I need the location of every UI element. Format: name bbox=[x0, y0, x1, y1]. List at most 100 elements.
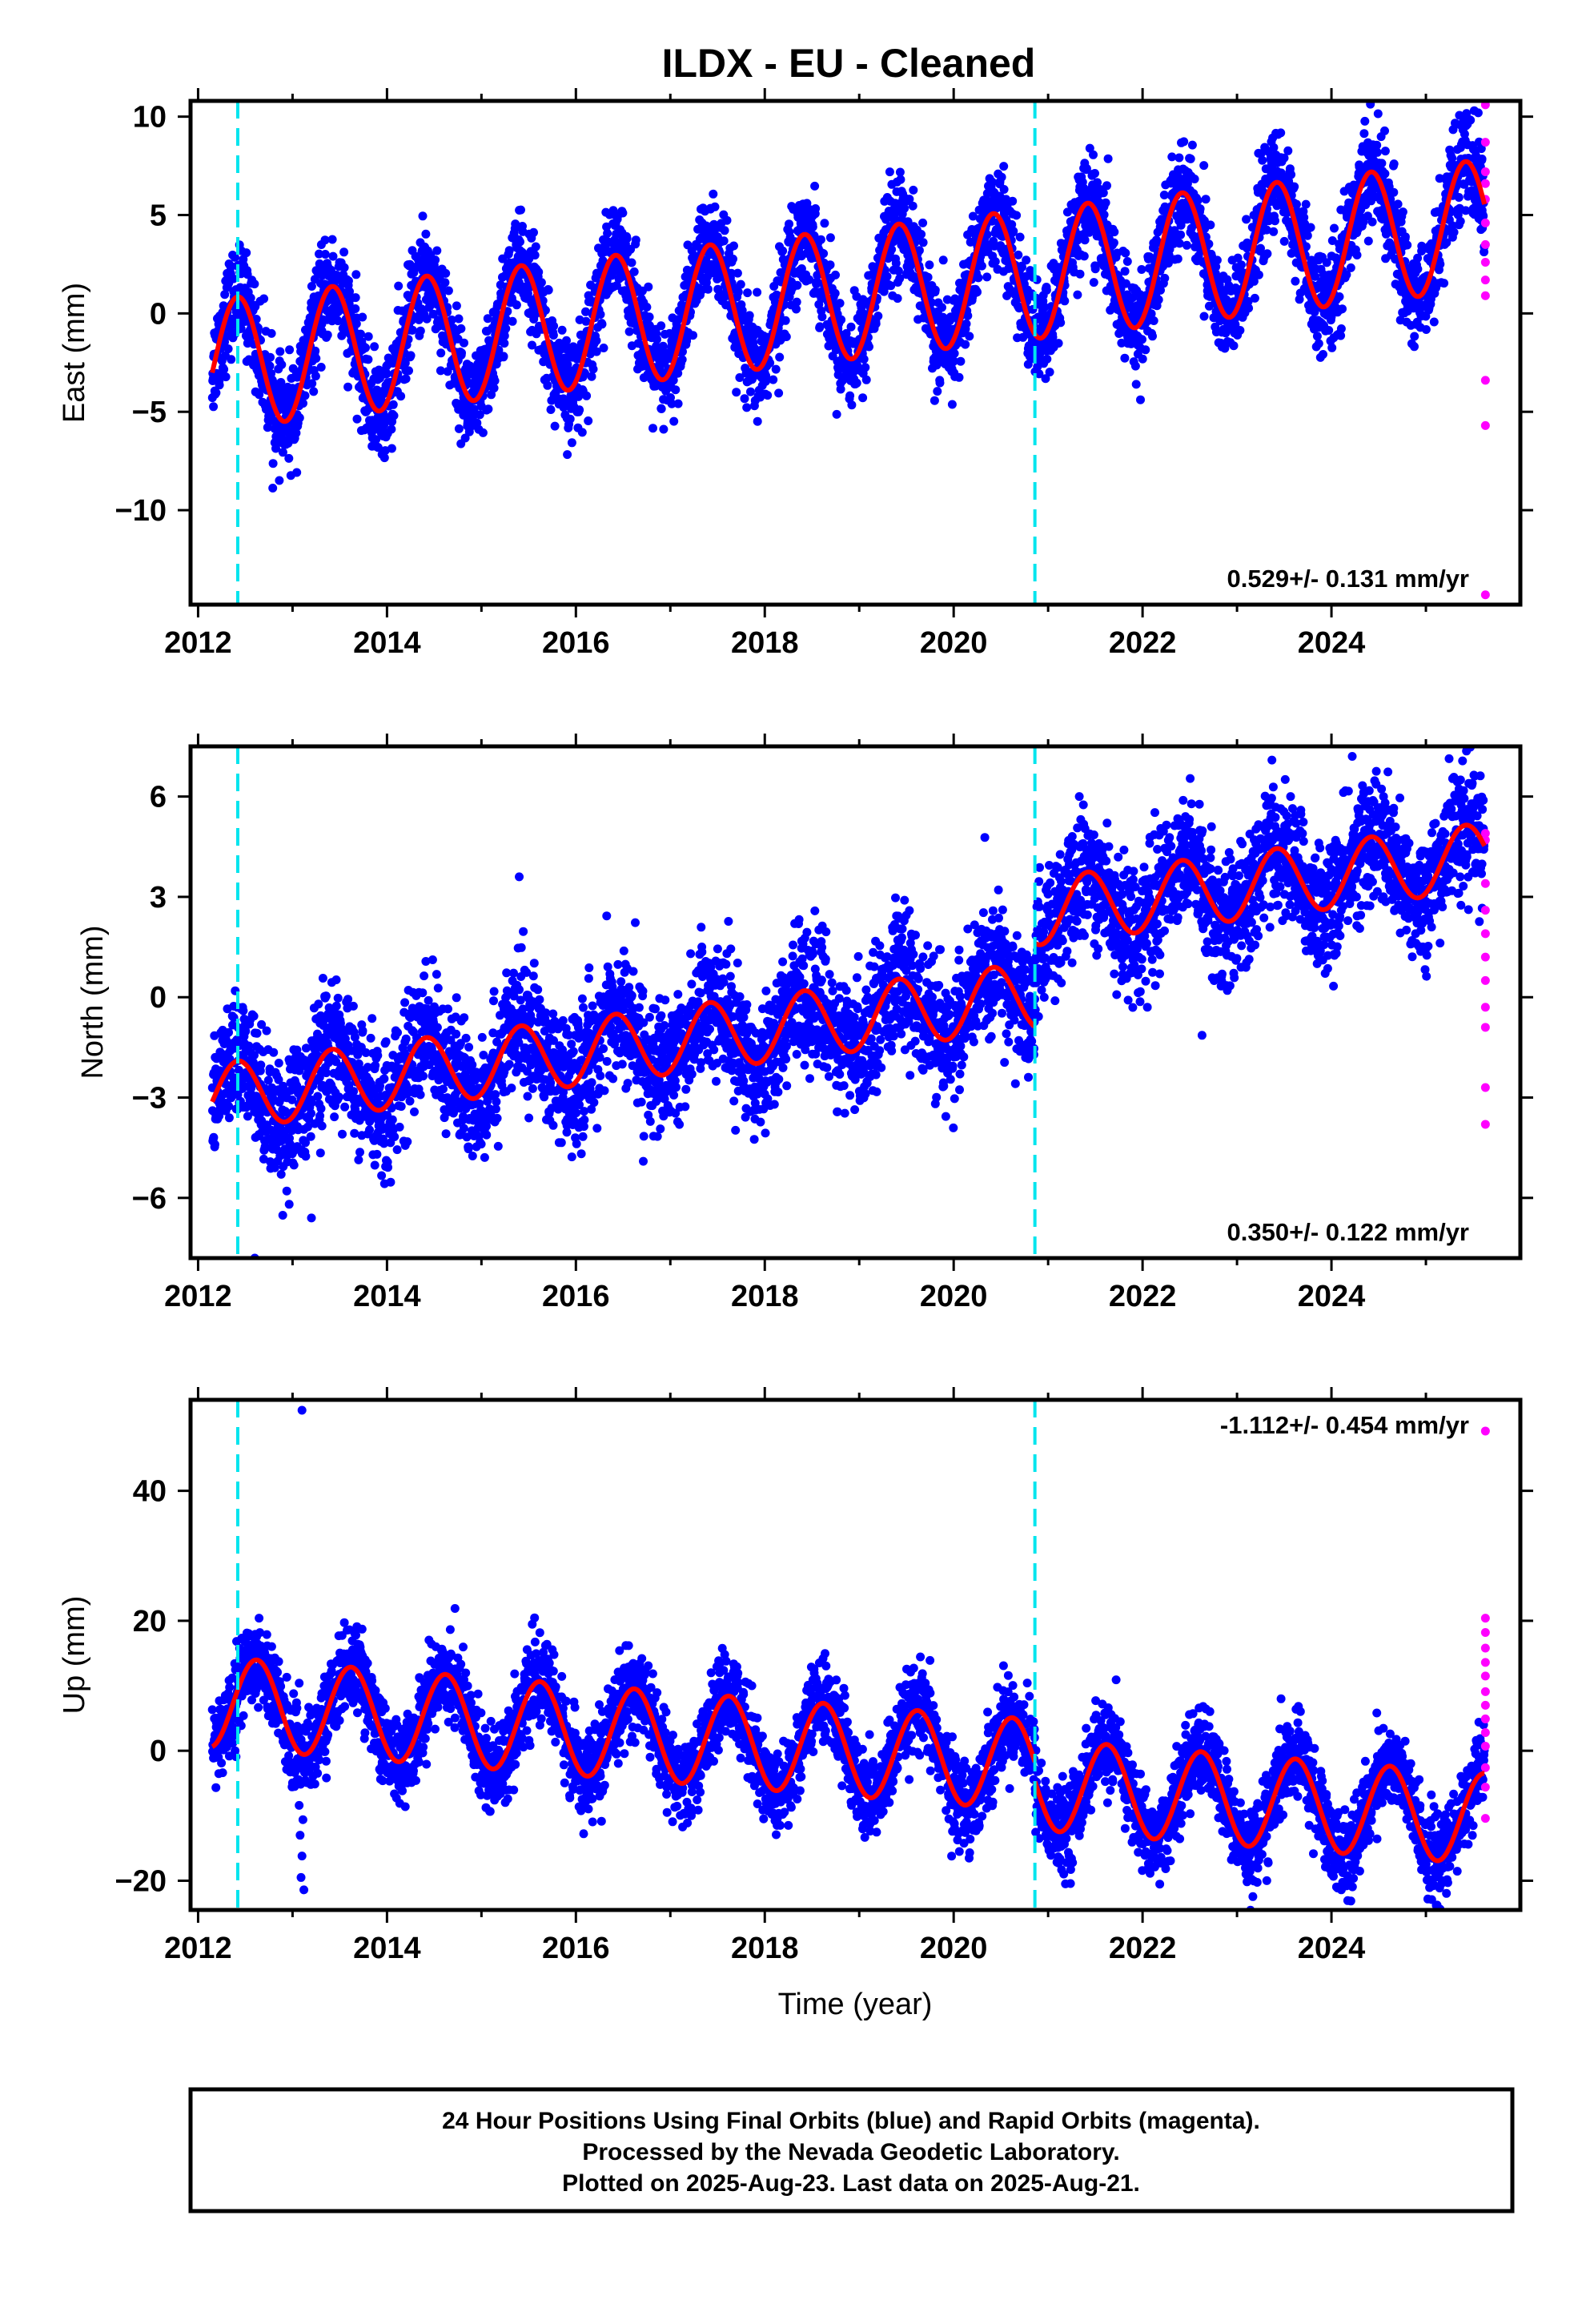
east-final-point bbox=[267, 328, 276, 338]
east-final-point bbox=[792, 297, 801, 307]
east-final-point bbox=[769, 375, 778, 384]
east-final-point bbox=[1015, 232, 1025, 242]
east-final-point bbox=[618, 208, 628, 218]
east-final-point bbox=[483, 314, 492, 324]
east-final-point bbox=[447, 316, 456, 324]
east-final-point bbox=[1174, 153, 1184, 163]
east-final-point bbox=[452, 301, 461, 311]
east-x-tick-label: 2012 bbox=[164, 626, 232, 660]
east-final-point bbox=[328, 251, 338, 261]
east-final-point bbox=[859, 355, 869, 364]
east-final-point bbox=[1330, 223, 1339, 233]
east-final-point bbox=[563, 360, 572, 369]
east-final-point bbox=[1141, 345, 1150, 355]
east-final-point bbox=[1042, 354, 1052, 364]
east-final-point bbox=[557, 325, 567, 335]
east-final-point bbox=[1235, 326, 1245, 335]
east-final-point bbox=[1206, 220, 1215, 230]
east-rapid-point bbox=[1480, 590, 1490, 600]
east-final-point bbox=[565, 414, 575, 424]
east-final-point bbox=[1236, 260, 1246, 270]
east-final-point bbox=[658, 341, 668, 351]
east-final-point bbox=[1393, 199, 1403, 209]
east-final-point bbox=[736, 279, 745, 289]
east-final-point bbox=[323, 330, 332, 340]
east-y-axis-label: East (mm) bbox=[58, 283, 91, 423]
east-final-point bbox=[1263, 249, 1272, 259]
east-final-point bbox=[1199, 161, 1209, 171]
east-final-point bbox=[580, 368, 589, 378]
east-final-point bbox=[1306, 223, 1315, 232]
east-final-point bbox=[546, 405, 556, 414]
east-final-point bbox=[1090, 169, 1099, 178]
east-final-point bbox=[671, 385, 681, 395]
east-final-point bbox=[534, 267, 544, 277]
east-final-point bbox=[753, 416, 762, 426]
east-final-point bbox=[669, 416, 679, 426]
east-final-point bbox=[631, 235, 640, 245]
east-final-point bbox=[1303, 231, 1312, 240]
east-final-point bbox=[947, 400, 957, 409]
east-final-point bbox=[729, 241, 738, 251]
east-final-point bbox=[1148, 332, 1157, 341]
east-final-point bbox=[1291, 276, 1300, 286]
east-final-point bbox=[215, 380, 224, 390]
east-final-point bbox=[404, 366, 413, 376]
east-final-point bbox=[373, 443, 383, 452]
east-final-point bbox=[835, 299, 845, 308]
east-final-point bbox=[382, 369, 391, 379]
east-final-point bbox=[742, 403, 752, 412]
east-final-point bbox=[406, 351, 416, 360]
east-final-point bbox=[709, 219, 719, 229]
east-final-point bbox=[820, 219, 829, 228]
east-final-point bbox=[1352, 251, 1362, 259]
east-final-point bbox=[351, 270, 361, 279]
east-final-point bbox=[511, 219, 520, 229]
east-final-point bbox=[516, 205, 525, 215]
east-final-point bbox=[965, 332, 974, 341]
east-final-point bbox=[781, 332, 791, 341]
east-final-point bbox=[722, 215, 732, 225]
east-final-point bbox=[315, 249, 323, 259]
east-final-point bbox=[1403, 240, 1412, 250]
east-final-point bbox=[246, 293, 255, 303]
east-final-point bbox=[1380, 169, 1390, 179]
east-final-point bbox=[544, 285, 553, 295]
east-rapid-point bbox=[1480, 179, 1490, 188]
east-final-point bbox=[339, 263, 349, 272]
east-final-point bbox=[930, 396, 939, 405]
east-final-point bbox=[352, 414, 362, 424]
east-final-point bbox=[343, 276, 353, 286]
east-final-point bbox=[584, 416, 593, 425]
east-final-point bbox=[220, 290, 230, 300]
east-final-orbit-points bbox=[207, 101, 1489, 493]
east-final-point bbox=[358, 312, 367, 322]
east-rapid-point bbox=[1480, 291, 1490, 300]
east-final-point bbox=[268, 459, 278, 468]
east-final-point bbox=[219, 364, 229, 374]
east-x-tick-label: 2016 bbox=[542, 626, 610, 660]
east-final-point bbox=[950, 348, 959, 358]
east-final-point bbox=[275, 476, 284, 485]
east-final-point bbox=[1056, 318, 1066, 328]
east-final-point bbox=[1477, 155, 1487, 163]
east-final-point bbox=[460, 338, 468, 348]
east-final-point bbox=[1435, 259, 1445, 269]
east-final-point bbox=[811, 204, 821, 213]
east-final-point bbox=[1109, 238, 1118, 247]
east-final-point bbox=[277, 360, 287, 369]
east-final-point bbox=[1193, 195, 1203, 205]
east-final-point bbox=[351, 293, 360, 303]
east-final-point bbox=[612, 281, 621, 290]
east-final-point bbox=[954, 372, 964, 382]
east-final-point bbox=[1176, 230, 1186, 239]
east-final-point bbox=[1149, 316, 1158, 325]
east-final-point bbox=[311, 354, 321, 363]
east-final-point bbox=[1136, 395, 1145, 404]
east-final-point bbox=[1367, 217, 1377, 227]
east-final-point bbox=[627, 258, 636, 267]
east-final-point bbox=[307, 379, 317, 388]
east-final-point bbox=[956, 356, 966, 366]
east-final-point bbox=[316, 363, 326, 372]
east-final-point bbox=[720, 226, 729, 235]
